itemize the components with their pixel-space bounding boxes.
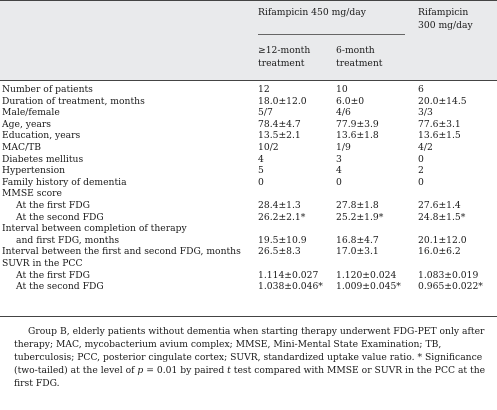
- row-label: Duration of treatment, months: [2, 95, 145, 107]
- cell-12-month: 78.4±4.7: [258, 118, 301, 130]
- cell-6-month: 27.8±1.8: [336, 200, 379, 211]
- cell-300mg: 24.8±1.5*: [418, 211, 466, 223]
- cell-12-month: 13.5±2.1: [258, 130, 301, 142]
- row-label: At the first FDG: [16, 269, 90, 281]
- cell-6-month: 17.0±3.1: [336, 246, 379, 258]
- cell-12-month: 0: [258, 176, 264, 188]
- cell-300mg: 1.083±0.019: [418, 269, 479, 281]
- cell-6-month: 10: [336, 84, 348, 95]
- row-label: Age, years: [2, 118, 52, 130]
- cell-300mg: 16.0±6.2: [418, 246, 461, 258]
- row-label: At the first FDG: [16, 200, 90, 211]
- cell-6-month: 1.009±0.045*: [336, 281, 401, 293]
- cell-12-month: 19.5±10.9: [258, 234, 307, 246]
- group-b-header-line2: 300 mg/day: [418, 20, 473, 31]
- row-label: Male/female: [2, 107, 60, 119]
- cell-12-month: 1.114±0.027: [258, 269, 319, 281]
- row-label: Family history of dementia: [2, 176, 127, 188]
- cell-12-month: 12: [258, 84, 270, 95]
- cell-6-month: 4: [336, 165, 342, 177]
- row-label: and first FDG, months: [16, 234, 120, 246]
- col-12-month-line1: ≥12-month: [258, 45, 311, 56]
- cell-300mg: 0: [418, 176, 424, 188]
- footnote-text-3: test compared with MMSE or SUVR in the P…: [14, 365, 486, 389]
- cell-6-month: 25.2±1.9*: [336, 211, 384, 223]
- cell-6-month: 6.0±0: [336, 95, 365, 107]
- cell-300mg: 20.1±12.0: [418, 234, 467, 246]
- cell-6-month: 13.6±1.8: [336, 130, 379, 142]
- group-a-header: Rifampicin 450 mg/day: [258, 7, 366, 18]
- col-6-month-line1: 6-month: [336, 45, 375, 56]
- table-header: Rifampicin 450 mg/day Rifampicin 300 mg/…: [0, 0, 497, 81]
- footnote-p-symbol: p: [137, 365, 144, 376]
- row-label: MAC/TB: [2, 142, 42, 153]
- cell-300mg: 4/2: [418, 142, 433, 153]
- cell-300mg: 27.6±1.4: [418, 200, 461, 211]
- cell-6-month: 4/6: [336, 107, 351, 119]
- group-b-header-line1: Rifampicin: [418, 7, 469, 18]
- cell-6-month: 77.9±3.9: [336, 118, 379, 130]
- cell-12-month: 5: [258, 165, 264, 177]
- cell-12-month: 26.2±2.1*: [258, 211, 306, 223]
- group-a-underline: [258, 34, 405, 35]
- cell-12-month: 28.4±1.3: [258, 200, 301, 211]
- cell-6-month: 1/9: [336, 142, 351, 153]
- row-label: MMSE score: [2, 188, 62, 200]
- cell-12-month: 5/7: [258, 107, 273, 119]
- cell-300mg: 13.6±1.5: [418, 130, 461, 142]
- cell-6-month: 0: [336, 176, 342, 188]
- row-label: Education, years: [2, 130, 81, 142]
- table-bottom-rule: [0, 316, 497, 317]
- cell-300mg: 20.0±14.5: [418, 95, 467, 107]
- cell-6-month: 3: [336, 153, 342, 165]
- cell-12-month: 1.038±0.046*: [258, 281, 323, 293]
- cell-12-month: 4: [258, 153, 264, 165]
- cell-300mg: 6: [418, 84, 424, 95]
- row-label: Number of patients: [2, 84, 93, 95]
- table-footnote: Group B, elderly patients without dement…: [14, 325, 490, 390]
- cell-300mg: 0: [418, 153, 424, 165]
- cell-6-month: 1.120±0.024: [336, 269, 397, 281]
- footnote-text-2: = 0.01 by paired: [143, 365, 228, 376]
- row-label: At the second FDG: [16, 211, 104, 223]
- cell-300mg: 2: [418, 165, 424, 177]
- row-label: Hypertension: [2, 165, 66, 177]
- footnote-text-1: Group B, elderly patients without dement…: [14, 326, 485, 376]
- cell-12-month: 26.5±8.3: [258, 246, 301, 258]
- cell-300mg: 77.6±3.1: [418, 118, 461, 130]
- cell-6-month: 16.8±4.7: [336, 234, 379, 246]
- cell-300mg: 3/3: [418, 107, 433, 119]
- cell-300mg: 0.965±0.022*: [418, 281, 483, 293]
- row-label: At the second FDG: [16, 281, 104, 293]
- col-6-month-line2: treatment: [336, 58, 383, 69]
- cell-12-month: 18.0±12.0: [258, 95, 307, 107]
- row-label: Interval between completion of therapy: [2, 223, 187, 235]
- row-label: SUVR in the PCC: [2, 258, 83, 269]
- row-label: Diabetes mellitus: [2, 153, 84, 165]
- cell-12-month: 10/2: [258, 142, 279, 153]
- footnote-t-symbol: t: [227, 365, 231, 376]
- col-12-month-line2: treatment: [258, 58, 305, 69]
- row-label: Interval between the first and second FD…: [2, 246, 241, 258]
